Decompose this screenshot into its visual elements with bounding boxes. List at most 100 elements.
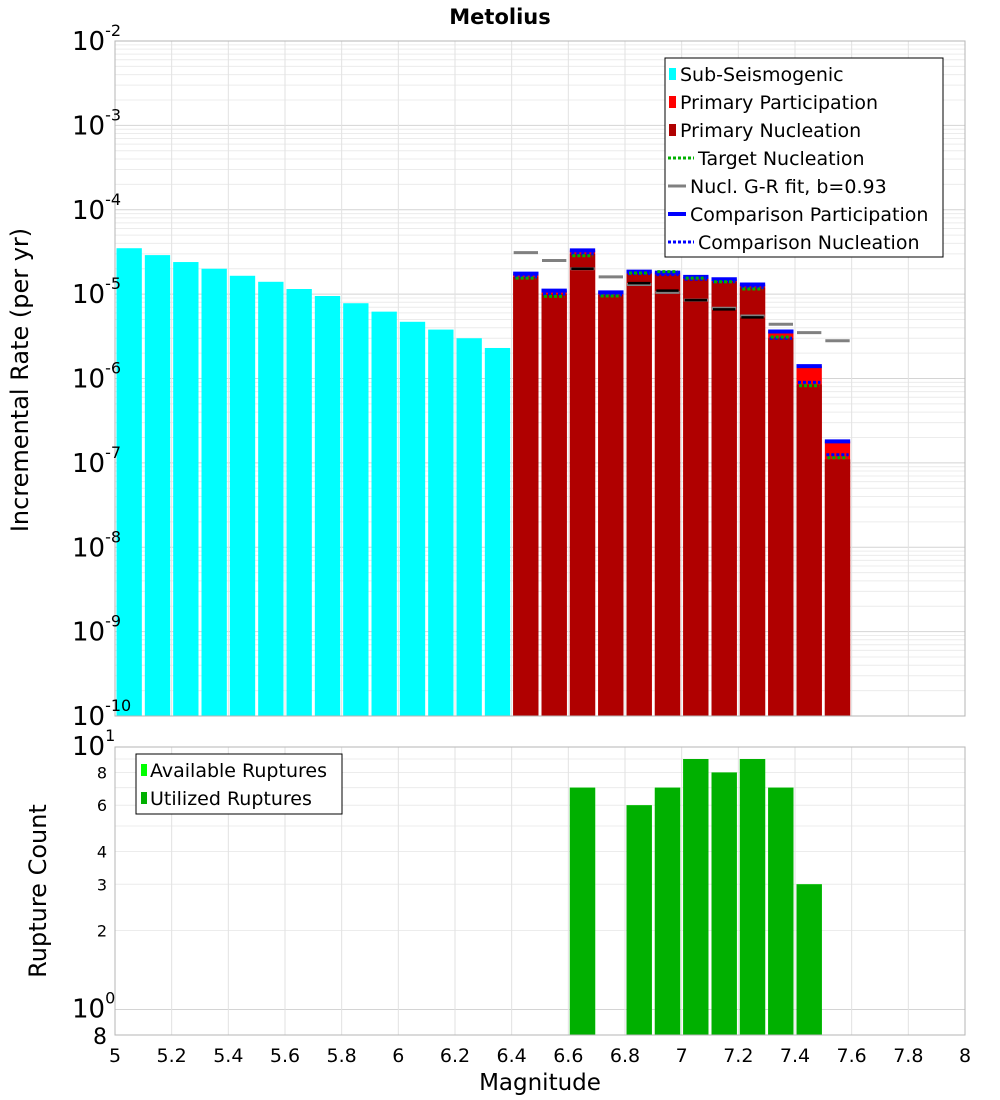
primary-nucleation-bar <box>683 279 709 716</box>
y-minor-tick-label: 6 <box>97 796 107 815</box>
primary-nucleation-bar <box>513 276 539 716</box>
sub-seismogenic-bar <box>144 255 171 716</box>
x-tick-label: 7.6 <box>837 1045 867 1067</box>
count-bars <box>569 759 822 1035</box>
y-tick-label: 10-5 <box>72 274 121 310</box>
utilized-ruptures-bar <box>626 805 652 1035</box>
y-minor-tick-label: 2 <box>97 922 107 941</box>
utilized-ruptures-bar <box>683 759 709 1035</box>
primary-nucleation-bar <box>796 384 822 716</box>
rate-y-tick-labels: 10-2 10-3 10-4 10-5 10-6 10-7 10-8 10-9 10-10 <box>72 21 131 732</box>
x-tick-label: 6 <box>392 1045 404 1067</box>
y-tick-label: 10-7 <box>72 443 121 479</box>
primary-nucleation-bar <box>654 274 681 716</box>
sub-seismogenic-bar <box>343 303 369 716</box>
sub-seismogenic-bar <box>456 338 482 716</box>
y-tick-exponent: 0 <box>105 989 115 1008</box>
legend-swatch <box>669 124 676 136</box>
y-tick-exponent: 1 <box>105 726 115 745</box>
y-tick-exponent: -6 <box>105 359 121 378</box>
y-tick-exponent: -9 <box>105 612 121 631</box>
x-tick-label: 5 <box>109 1045 121 1067</box>
x-tick-label: 6.4 <box>497 1045 527 1067</box>
y-tick-label: 10-3 <box>72 105 121 141</box>
y-tick-label: 100 <box>72 989 115 1025</box>
y-tick-exponent: -3 <box>105 105 121 124</box>
sub-seismogenic-bar <box>116 248 142 717</box>
count-y-axis-label: Rupture Count <box>24 804 52 978</box>
y-tick-label: 10-9 <box>72 612 121 648</box>
primary-nucleation-bar <box>739 287 766 716</box>
sub-seismogenic-bar <box>314 296 341 716</box>
y-tick-exponent: -2 <box>105 21 121 40</box>
rate-plot-frame <box>114 40 966 717</box>
legend-entry: Utilized Ruptures <box>150 788 312 810</box>
x-tick-label: 7 <box>676 1045 688 1067</box>
y-tick-label: 10-10 <box>72 696 131 732</box>
x-axis-label: Magnitude <box>479 1070 601 1096</box>
legend-swatch <box>669 96 676 108</box>
rate-chart: Metolius 10-210-310-410-510-610-710-810-… <box>6 5 966 732</box>
y-minor-tick-label: 4 <box>97 842 107 861</box>
utilized-ruptures-bar <box>711 772 737 1035</box>
legend-entry: Comparison Nucleation <box>698 232 920 254</box>
legend-entry: Target Nucleation <box>697 148 865 170</box>
sub-seismogenic-bar <box>484 347 511 716</box>
y-tick-exponent: -10 <box>105 696 131 715</box>
y-tick-label: 101 <box>72 726 115 762</box>
utilized-ruptures-bar <box>739 759 766 1035</box>
y-tick-exponent: -5 <box>105 274 121 293</box>
y-tick-exponent: -8 <box>105 527 121 546</box>
y-tick-label: 10-8 <box>72 527 121 563</box>
y-minor-tick-label: 8 <box>93 1025 107 1050</box>
legend-swatch <box>141 764 147 776</box>
chart-title: Metolius <box>449 5 550 29</box>
sub-seismogenic-bar <box>371 311 397 716</box>
legend-swatch <box>141 792 147 804</box>
x-tick-label: 7.8 <box>893 1045 923 1067</box>
rate-legend: Sub-Seismogenic Primary Participation Prim… <box>664 57 944 258</box>
sub-seismogenic-bar <box>229 275 256 716</box>
utilized-ruptures-bar <box>654 787 681 1035</box>
x-tick-label: 6.8 <box>610 1045 640 1067</box>
y-tick-label: 10-6 <box>72 359 121 395</box>
y-tick-exponent: -7 <box>105 443 121 462</box>
y-minor-tick-label: 3 <box>97 875 107 894</box>
primary-nucleation-bar <box>824 459 851 716</box>
utilized-ruptures-bar <box>796 884 822 1035</box>
x-tick-label: 5.2 <box>157 1045 187 1067</box>
sub-seismogenic-bar <box>428 329 454 716</box>
x-tick-label: 6.2 <box>440 1045 470 1067</box>
x-tick-label: 7.4 <box>780 1045 810 1067</box>
legend-box <box>135 753 343 815</box>
primary-nucleation-bar <box>626 273 652 716</box>
rate-y-axis-label: Incremental Rate (per yr) <box>6 228 34 532</box>
x-tick-label: 5.6 <box>270 1045 300 1067</box>
count-plot-frame <box>114 746 966 1036</box>
legend-swatch <box>669 68 676 80</box>
legend-entry: Sub-Seismogenic <box>680 64 844 86</box>
primary-nucleation-bar <box>711 281 737 716</box>
sub-seismogenic-bar <box>286 289 312 716</box>
legend-entry: Comparison Participation <box>690 204 928 226</box>
utilized-ruptures-bar <box>768 787 794 1035</box>
sub-seismogenic-bar <box>258 281 284 716</box>
legend-entry: Nucl. G-R fit, b=0.93 <box>690 176 887 198</box>
primary-nucleation-bar <box>569 253 596 716</box>
legend-box <box>664 57 944 258</box>
x-tick-labels: 5 5.2 5.4 5.6 5.8 6 6.2 6.4 6.6 6.8 7 7.2 7.4 7.6 7.8 8 <box>109 1045 971 1067</box>
count-legend: Available Ruptures Utilized Ruptures <box>135 753 343 815</box>
sub-seismogenic-bar <box>173 262 199 716</box>
primary-nucleation-bar <box>541 294 567 716</box>
x-tick-label: 5.4 <box>213 1045 243 1067</box>
primary-nucleation-bar <box>598 294 624 716</box>
x-tick-label: 7.2 <box>723 1045 753 1067</box>
legend-entry: Primary Participation <box>680 92 878 114</box>
y-tick-exponent: -4 <box>105 190 121 209</box>
rate-bars <box>116 248 851 717</box>
y-tick-label: 10-4 <box>72 190 121 226</box>
utilized-ruptures-bar <box>569 787 596 1035</box>
